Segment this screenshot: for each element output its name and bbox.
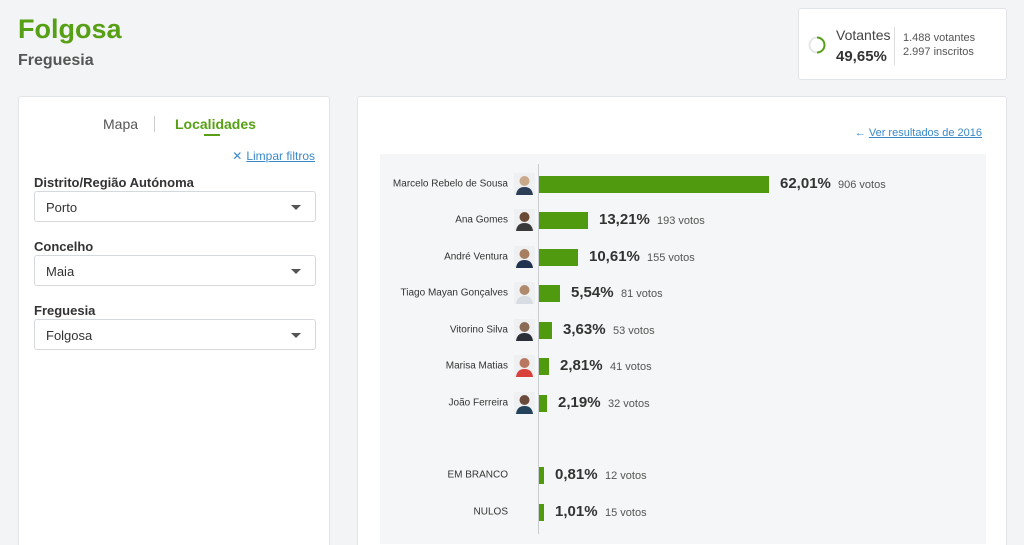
other-row: NULOS 1,01% 15 votos — [380, 498, 986, 526]
chart-axis — [538, 164, 539, 534]
parish-select[interactable]: Folgosa — [34, 319, 316, 350]
result-votes: 12 votos — [605, 470, 647, 482]
previous-results-label: Ver resultados de 2016 — [868, 127, 982, 139]
arrow-left-icon: ← — [854, 127, 866, 139]
result-votes: 81 votos — [621, 288, 663, 300]
candidate-row: Vitorino Silva 3,63% 53 votos — [380, 316, 986, 344]
result-votes: 32 votos — [608, 398, 650, 410]
result-percent: 3,63% — [563, 321, 606, 338]
candidate-row: Marcelo Rebelo de Sousa 62,01% 906 votos — [380, 170, 986, 198]
chevron-down-icon — [291, 269, 301, 274]
result-bar — [539, 322, 552, 339]
result-bar — [539, 285, 560, 302]
result-percent: 5,54% — [571, 284, 614, 301]
result-bar — [539, 467, 544, 484]
candidate-avatar — [514, 209, 535, 231]
candidate-name: Marisa Matias — [445, 360, 508, 372]
tab-map[interactable]: Mapa — [103, 116, 139, 132]
candidate-avatar — [514, 173, 535, 195]
page-subtitle: Freguesia — [18, 52, 94, 69]
candidate-name: João Ferreira — [448, 397, 508, 409]
results-panel: ← Ver resultados de 2016 Marcelo Rebelo d… — [357, 96, 1007, 545]
other-row: EM BRANCO 0,81% 12 votos — [380, 461, 986, 489]
candidate-name: André Ventura — [444, 251, 508, 263]
parish-value: Folgosa — [46, 328, 93, 343]
turnout-card: Votantes 49,65% 1.488 votantes 2.997 ins… — [798, 8, 1007, 80]
result-bar — [539, 504, 544, 521]
page-title: Folgosa — [18, 14, 122, 44]
result-percent: 2,81% — [560, 357, 603, 374]
tab-separator — [154, 116, 155, 132]
result-percent: 2,19% — [558, 394, 601, 411]
municipality-select[interactable]: Maia — [34, 255, 316, 286]
candidate-name: Marcelo Rebelo de Sousa — [392, 178, 508, 190]
turnout-voters: 1.488 votantes — [903, 32, 976, 44]
district-label: Distrito/Região Autónoma — [34, 175, 194, 190]
tab-active-indicator — [204, 134, 220, 136]
tab-localidades[interactable]: Localidades — [175, 116, 256, 132]
parish-label: Freguesia — [34, 303, 96, 318]
result-votes: 906 votos — [838, 179, 886, 191]
chevron-down-icon — [291, 205, 301, 210]
candidate-name: Vitorino Silva — [449, 324, 508, 336]
candidate-name: EM BRANCO — [447, 469, 508, 481]
result-percent: 62,01% — [780, 175, 831, 192]
result-bar — [539, 358, 549, 375]
candidate-avatar — [514, 319, 535, 341]
result-bar — [539, 249, 578, 266]
close-icon: ✕ — [232, 149, 243, 163]
candidate-avatar — [514, 246, 535, 268]
filter-panel: Mapa Localidades ✕ Limpar filtros Distrit… — [18, 96, 330, 545]
candidate-row: Ana Gomes 13,21% 193 votos — [380, 206, 986, 234]
candidate-name: NULOS — [473, 506, 508, 518]
result-votes: 193 votos — [657, 215, 705, 227]
municipality-label: Concelho — [34, 239, 94, 254]
clear-filters-link[interactable]: ✕ Limpar filtros — [232, 149, 315, 163]
candidate-name: Ana Gomes — [455, 214, 508, 226]
district-select[interactable]: Porto — [34, 191, 316, 222]
turnout-progress-ring — [808, 36, 826, 54]
result-percent: 1,01% — [555, 503, 598, 520]
candidate-name: Tiago Mayan Gonçalves — [400, 287, 508, 299]
municipality-value: Maia — [46, 264, 75, 279]
turnout-divider — [894, 27, 895, 65]
candidate-avatar — [514, 282, 535, 304]
result-percent: 0,81% — [555, 466, 598, 483]
candidate-row: João Ferreira 2,19% 32 votos — [380, 389, 986, 417]
previous-results-link[interactable]: ← Ver resultados de 2016 — [855, 127, 982, 139]
turnout-registered: 2.997 inscritos — [903, 46, 974, 58]
result-votes: 41 votos — [610, 361, 652, 373]
results-chart: Marcelo Rebelo de Sousa 62,01% 906 votos An… — [380, 154, 986, 544]
candidate-avatar — [514, 355, 535, 377]
result-bar — [539, 395, 547, 412]
result-percent: 13,21% — [599, 211, 650, 228]
district-value: Porto — [46, 200, 78, 215]
clear-filters-label: Limpar filtros — [246, 149, 315, 163]
candidate-row: Tiago Mayan Gonçalves 5,54% 81 votos — [380, 279, 986, 307]
result-votes: 15 votos — [605, 507, 647, 519]
result-percent: 10,61% — [589, 248, 640, 265]
turnout-label: Votantes — [836, 27, 891, 43]
candidate-row: André Ventura 10,61% 155 votos — [380, 243, 986, 271]
candidate-row: Marisa Matias 2,81% 41 votos — [380, 352, 986, 380]
turnout-percent: 49,65% — [836, 48, 887, 65]
result-bar — [539, 212, 588, 229]
result-votes: 53 votos — [613, 325, 655, 337]
result-votes: 155 votos — [647, 252, 695, 264]
chevron-down-icon — [291, 333, 301, 338]
result-bar — [539, 176, 769, 193]
candidate-avatar — [514, 392, 535, 414]
